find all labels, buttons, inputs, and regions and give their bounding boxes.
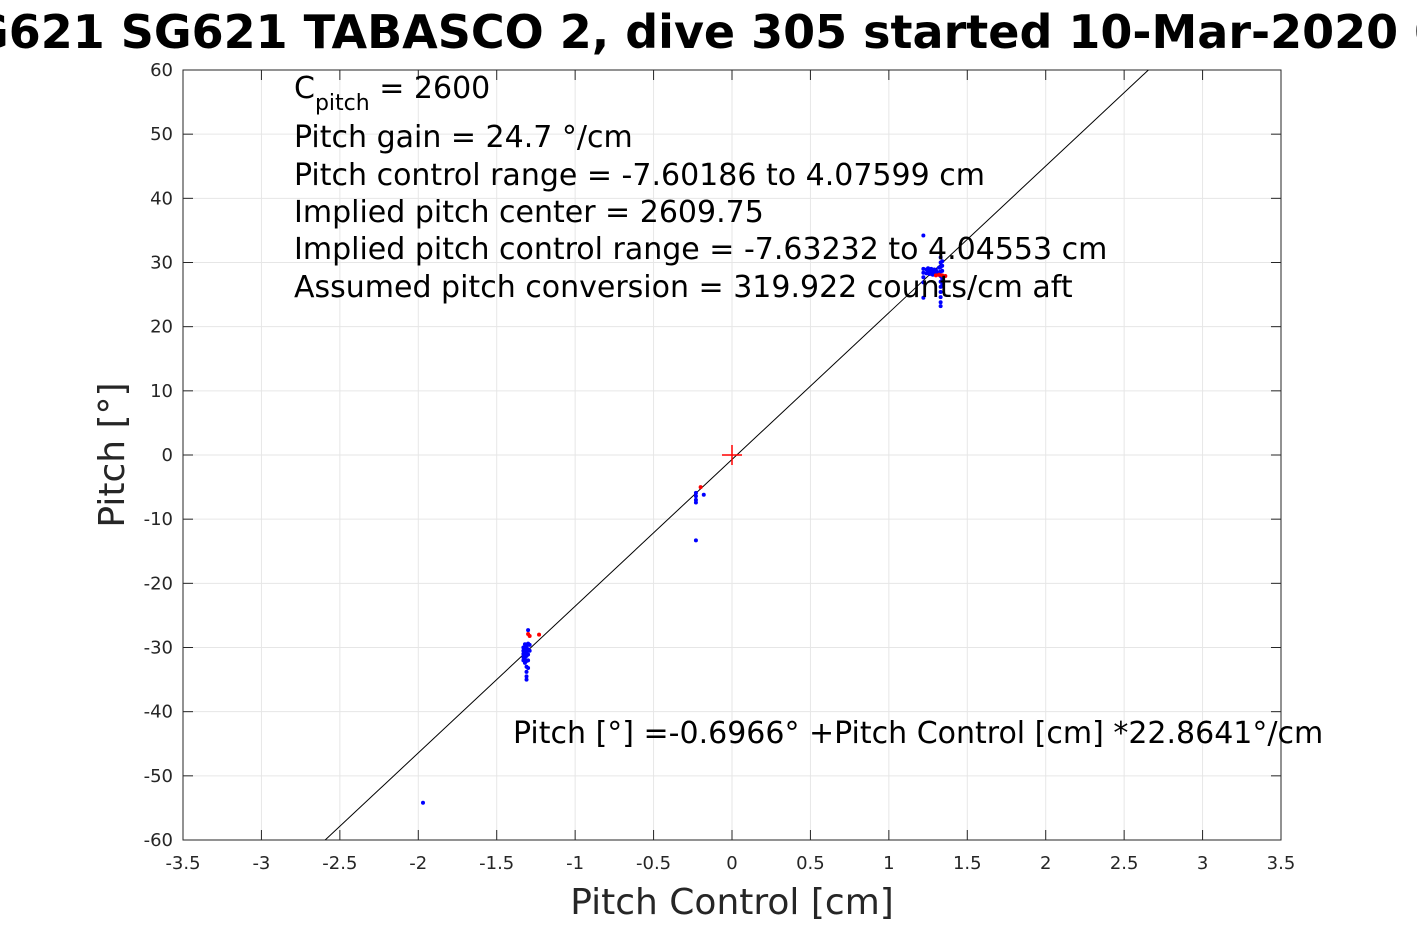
conversion-annotation: Assumed pitch conversion = 319.922 count…: [294, 270, 1073, 305]
data-point: [938, 279, 943, 284]
data-point: [940, 259, 945, 264]
data-point: [938, 290, 943, 295]
data-point: [921, 295, 926, 300]
data-point: [537, 632, 542, 637]
data-point: [701, 492, 706, 497]
x-tick-label: 1.5: [953, 853, 982, 874]
y-axis-label: Pitch [°]: [92, 382, 133, 527]
x-tick-label: 0: [726, 853, 737, 874]
data-point: [937, 272, 942, 277]
data-point: [921, 280, 926, 285]
data-point: [526, 658, 531, 663]
data-points: [420, 233, 948, 805]
x-tick-label: 2: [1040, 853, 1051, 874]
x-tick-label: -1.5: [479, 853, 514, 874]
y-tick-label: 0: [162, 445, 173, 466]
x-tick-label: 0.5: [796, 853, 825, 874]
data-point: [940, 268, 945, 273]
data-point: [693, 490, 698, 495]
y-tick-label: -20: [144, 573, 173, 594]
y-tick-label: -50: [144, 766, 173, 787]
y-tick-label: 10: [150, 381, 173, 402]
data-point: [527, 648, 532, 653]
y-tick-label: -40: [144, 702, 173, 723]
y-tick-label: 30: [150, 253, 173, 274]
data-point: [938, 304, 943, 309]
x-axis-label: Pitch Control [cm]: [570, 882, 894, 923]
data-point: [527, 642, 532, 647]
data-point: [524, 669, 529, 674]
data-point: [693, 500, 698, 505]
y-tick-labels: -60 -50 -40 -30 -20 -10 0 10 20 30 40 50 60: [144, 60, 173, 851]
data-point: [921, 275, 926, 280]
data-point: [420, 800, 425, 805]
y-tick-label: 40: [150, 188, 173, 209]
data-point: [943, 273, 948, 278]
data-point: [693, 494, 698, 499]
x-tick-label: 3: [1197, 853, 1208, 874]
x-tick-label: -1: [566, 853, 584, 874]
data-point: [526, 628, 531, 633]
center-marker: [722, 445, 742, 465]
x-tick-label: -2: [409, 853, 427, 874]
y-tick-label: -60: [144, 830, 173, 851]
data-point: [526, 666, 531, 671]
x-tick-label: -0.5: [636, 853, 671, 874]
data-point: [940, 263, 945, 268]
data-point: [921, 266, 926, 271]
implied-range-annotation: Implied pitch control range = -7.63232 t…: [294, 232, 1107, 267]
data-point: [940, 276, 945, 281]
data-point: [938, 255, 943, 260]
chart-title: SG621 SG621 TABASCO 2, dive 305 started …: [0, 5, 1417, 59]
y-tick-label: 60: [150, 60, 173, 81]
pitch-gain-annotation: Pitch gain = 24.7 °/cm: [294, 120, 633, 155]
control-range-annotation: Pitch control range = -7.60186 to 4.0759…: [294, 158, 985, 193]
y-tick-label: 20: [150, 317, 173, 338]
x-tick-labels: -3.5 -3 -2.5 -2 -1.5 -1 -0.5 0 0.5 1 1.5 2 2.5 3 3.5: [165, 853, 1295, 874]
c-pitch-annotation: Cpitch = 2600: [294, 71, 490, 116]
x-tick-label: -2.5: [322, 853, 357, 874]
data-point: [526, 652, 531, 657]
data-point: [940, 273, 945, 278]
data-point: [938, 295, 943, 300]
plot-frame: [182, 69, 1282, 841]
data-point: [921, 233, 926, 238]
fit-equation-annotation: Pitch [°] =-0.6966° +Pitch Control [cm] …: [513, 716, 1323, 751]
x-tick-label: 1: [883, 853, 894, 874]
data-point: [693, 538, 698, 543]
x-tick-label: 2.5: [1110, 853, 1139, 874]
y-tick-label: -10: [144, 509, 173, 530]
x-tick-label: -3: [252, 853, 270, 874]
x-tick-label: 3.5: [1267, 853, 1296, 874]
y-tick-label: -30: [144, 638, 173, 659]
data-point: [940, 282, 945, 287]
implied-center-annotation: Implied pitch center = 2609.75: [294, 195, 764, 230]
data-point: [938, 300, 943, 305]
data-point: [526, 632, 531, 637]
data-point: [698, 485, 703, 490]
y-tick-label: 50: [150, 124, 173, 145]
data-point: [524, 674, 529, 679]
data-point: [933, 273, 938, 278]
data-point: [524, 677, 529, 682]
data-point: [921, 270, 926, 275]
x-tick-label: -3.5: [165, 853, 200, 874]
